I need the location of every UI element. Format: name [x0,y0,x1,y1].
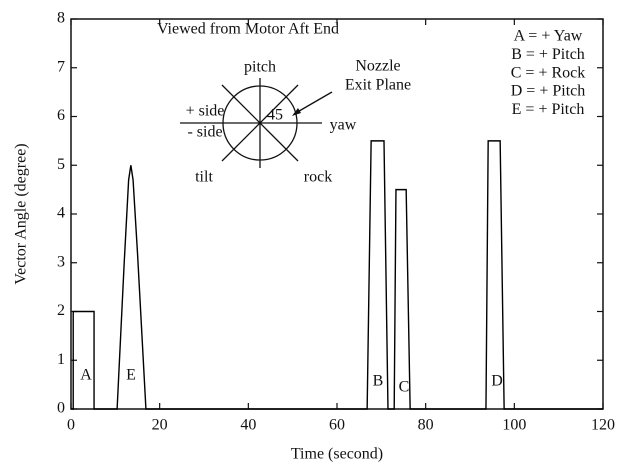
y-tick-label: 4 [57,205,65,222]
key-entry: C = + Rock [511,64,586,81]
key-entry: B = + Pitch [511,46,585,63]
y-tick-label: 0 [57,400,65,417]
diagram-label: tilt [195,169,213,186]
chart-title: Viewed from Motor Aft End [157,21,339,38]
diagram-label: rock [304,169,332,186]
y-tick-label: 5 [57,156,65,173]
y-tick-label: 2 [57,302,65,319]
diagram-label: + side [186,103,225,120]
diagram-label: Exit Plane [345,77,411,94]
diagram-label: yaw [330,117,357,134]
pulse-label: C [399,379,410,396]
x-tick-label: 100 [502,417,526,434]
x-axis-label: Time (second) [291,446,383,463]
diagram-label: pitch [244,59,276,76]
pulse-label: D [491,373,503,390]
diagram-line [221,84,299,162]
diagram-label: 45 [267,107,283,124]
key-entry: D = + Pitch [511,83,586,100]
y-tick-label: 8 [57,10,65,27]
y-tick-label: 6 [57,107,65,124]
pulse-label: A [80,367,92,384]
diagram-label: - side [187,124,222,141]
y-tick-label: 3 [57,253,65,270]
y-axis-label: Vector Angle (degree) [13,143,30,284]
x-tick-label: 20 [152,417,168,434]
x-tick-label: 60 [329,417,345,434]
y-tick-label: 7 [57,58,65,75]
x-tick-label: 120 [591,417,615,434]
arrow [293,91,333,115]
pulse-label: B [373,373,384,390]
diagram-label: Nozzle [355,58,400,75]
key-entry: A = + Yaw [514,28,583,45]
y-tick-label: 1 [57,351,65,368]
x-tick-label: 40 [240,417,256,434]
x-tick-label: 0 [67,417,75,434]
data-line [71,140,603,410]
arrow-head [292,108,301,116]
pulse-label: E [126,367,136,384]
x-tick-label: 80 [418,417,434,434]
key-entry: E = + Pitch [512,101,585,118]
nozzle-diagram: pitch yaw rock tilt + side - side 45 Noz… [180,58,411,186]
